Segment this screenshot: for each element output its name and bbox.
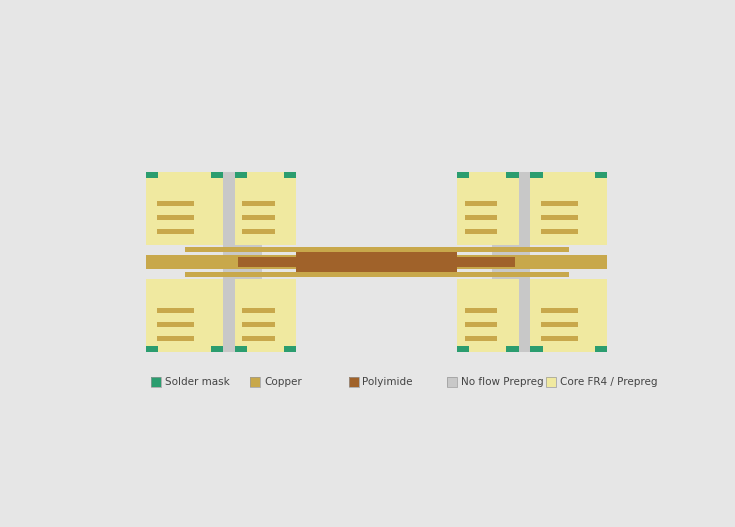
Bar [465, 336, 497, 341]
Text: Polyimide: Polyimide [362, 377, 413, 387]
Bar [595, 172, 607, 178]
Text: Copper: Copper [264, 377, 301, 387]
Bar [146, 255, 607, 269]
Bar [243, 322, 275, 327]
Bar [146, 279, 223, 352]
Bar [465, 322, 497, 327]
Bar [447, 377, 457, 387]
Bar [457, 172, 519, 245]
Bar [184, 247, 569, 252]
Bar [243, 215, 275, 220]
Bar [545, 377, 556, 387]
Bar [595, 346, 607, 352]
Bar [457, 279, 519, 352]
Bar [530, 346, 542, 352]
Bar [296, 267, 457, 272]
Text: Core FR4 / Prepreg: Core FR4 / Prepreg [559, 377, 657, 387]
Bar [541, 201, 578, 207]
Text: No flow Prepreg: No flow Prepreg [461, 377, 544, 387]
Bar [211, 172, 223, 178]
Bar [157, 308, 194, 314]
Bar [157, 215, 194, 220]
Bar [506, 172, 519, 178]
Bar [234, 346, 247, 352]
Bar [541, 229, 578, 234]
Text: Solder mask: Solder mask [165, 377, 230, 387]
Bar [157, 322, 194, 327]
Bar [284, 346, 296, 352]
Bar [157, 201, 194, 207]
Bar [465, 215, 497, 220]
Bar [457, 172, 470, 178]
Bar [465, 201, 497, 207]
Bar [348, 377, 359, 387]
Bar [157, 229, 194, 234]
Bar [238, 257, 515, 267]
Bar [530, 172, 607, 245]
Bar [465, 308, 497, 314]
Bar [541, 336, 578, 341]
Bar [223, 172, 262, 352]
Bar [296, 252, 457, 257]
Bar [234, 172, 247, 178]
Bar [211, 346, 223, 352]
Bar [157, 336, 194, 341]
Bar [146, 346, 158, 352]
Bar [146, 172, 223, 245]
Bar [250, 377, 260, 387]
Bar [243, 229, 275, 234]
Bar [243, 201, 275, 207]
Bar [151, 377, 162, 387]
Bar [234, 172, 296, 245]
Bar [146, 172, 158, 178]
Bar [530, 279, 607, 352]
Bar [284, 172, 296, 178]
Bar [541, 215, 578, 220]
Bar [234, 279, 296, 352]
Bar [541, 322, 578, 327]
Bar [243, 308, 275, 314]
Bar [184, 272, 569, 277]
Bar [506, 346, 519, 352]
Bar [238, 257, 515, 267]
Bar [151, 377, 162, 387]
Bar [348, 377, 359, 387]
Bar [243, 336, 275, 341]
Bar [250, 377, 260, 387]
Bar [465, 229, 497, 234]
Bar [545, 377, 556, 387]
Bar [492, 172, 530, 352]
Bar [541, 308, 578, 314]
Bar [457, 346, 470, 352]
Bar [530, 172, 542, 178]
Bar [447, 377, 457, 387]
